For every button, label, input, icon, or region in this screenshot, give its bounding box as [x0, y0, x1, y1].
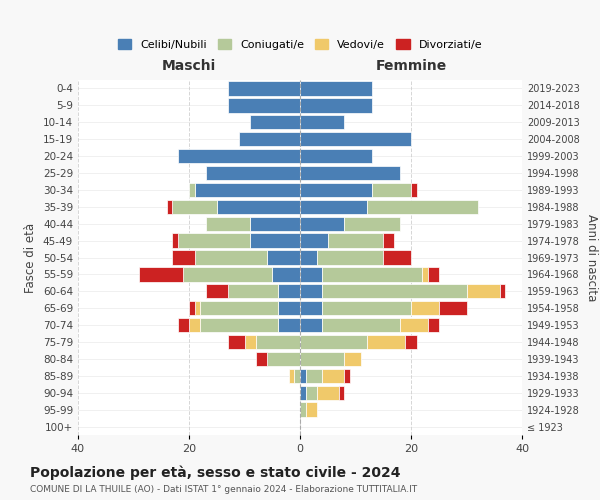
Bar [422, 267, 428, 281]
Bar [300, 82, 372, 96]
Bar [228, 98, 300, 112]
Bar [400, 318, 428, 332]
Bar [272, 267, 300, 281]
Bar [305, 402, 317, 417]
Bar [300, 132, 411, 146]
Bar [295, 368, 300, 383]
Bar [411, 182, 416, 197]
Bar [322, 318, 400, 332]
Bar [322, 301, 411, 316]
Bar [300, 115, 344, 130]
Bar [228, 284, 278, 298]
Bar [406, 335, 416, 349]
Bar [300, 284, 322, 298]
Bar [266, 250, 300, 264]
Bar [256, 335, 300, 349]
Bar [300, 352, 344, 366]
Bar [278, 318, 300, 332]
Bar [250, 115, 300, 130]
Bar [300, 234, 328, 248]
Bar [200, 318, 278, 332]
Bar [428, 267, 439, 281]
Bar [194, 182, 300, 197]
Bar [328, 234, 383, 248]
Bar [300, 149, 372, 164]
Bar [178, 234, 250, 248]
Bar [439, 301, 467, 316]
Bar [300, 368, 305, 383]
Bar [206, 216, 250, 231]
Bar [172, 200, 217, 214]
Text: Popolazione per età, sesso e stato civile - 2024: Popolazione per età, sesso e stato civil… [30, 465, 401, 479]
Bar [300, 200, 367, 214]
Bar [178, 149, 300, 164]
Bar [172, 250, 194, 264]
Bar [206, 284, 228, 298]
Y-axis label: Anni di nascita: Anni di nascita [585, 214, 598, 301]
Bar [383, 234, 394, 248]
Bar [300, 318, 322, 332]
Bar [250, 216, 300, 231]
Bar [500, 284, 505, 298]
Bar [228, 82, 300, 96]
Bar [317, 386, 339, 400]
Bar [300, 386, 305, 400]
Bar [250, 234, 300, 248]
Bar [300, 216, 344, 231]
Bar [344, 216, 400, 231]
Bar [305, 386, 317, 400]
Bar [189, 318, 200, 332]
Bar [194, 250, 266, 264]
Bar [344, 368, 350, 383]
Bar [206, 166, 300, 180]
Bar [300, 301, 322, 316]
Bar [300, 98, 372, 112]
Legend: Celibi/Nubili, Coniugati/e, Vedovi/e, Divorziati/e: Celibi/Nubili, Coniugati/e, Vedovi/e, Di… [118, 40, 482, 50]
Bar [322, 368, 344, 383]
Bar [428, 318, 439, 332]
Bar [367, 335, 406, 349]
Bar [372, 182, 411, 197]
Bar [217, 200, 300, 214]
Bar [344, 352, 361, 366]
Bar [300, 402, 305, 417]
Bar [178, 318, 189, 332]
Bar [228, 335, 245, 349]
Bar [278, 301, 300, 316]
Bar [256, 352, 266, 366]
Bar [189, 182, 194, 197]
Bar [172, 234, 178, 248]
Bar [300, 267, 322, 281]
Bar [189, 301, 194, 316]
Bar [239, 132, 300, 146]
Y-axis label: Fasce di età: Fasce di età [25, 222, 37, 292]
Bar [467, 284, 500, 298]
Text: Maschi: Maschi [162, 59, 216, 73]
Bar [194, 301, 200, 316]
Text: Femmine: Femmine [376, 59, 446, 73]
Bar [322, 284, 467, 298]
Bar [317, 250, 383, 264]
Bar [167, 200, 172, 214]
Bar [184, 267, 272, 281]
Bar [383, 250, 411, 264]
Bar [300, 335, 367, 349]
Bar [300, 182, 372, 197]
Bar [300, 250, 317, 264]
Bar [139, 267, 184, 281]
Bar [305, 368, 322, 383]
Bar [367, 200, 478, 214]
Bar [245, 335, 256, 349]
Bar [289, 368, 295, 383]
Bar [411, 301, 439, 316]
Bar [200, 301, 278, 316]
Bar [339, 386, 344, 400]
Bar [266, 352, 300, 366]
Bar [300, 166, 400, 180]
Bar [278, 284, 300, 298]
Text: COMUNE DI LA THUILE (AO) - Dati ISTAT 1° gennaio 2024 - Elaborazione TUTTITALIA.: COMUNE DI LA THUILE (AO) - Dati ISTAT 1°… [30, 485, 417, 494]
Bar [322, 267, 422, 281]
